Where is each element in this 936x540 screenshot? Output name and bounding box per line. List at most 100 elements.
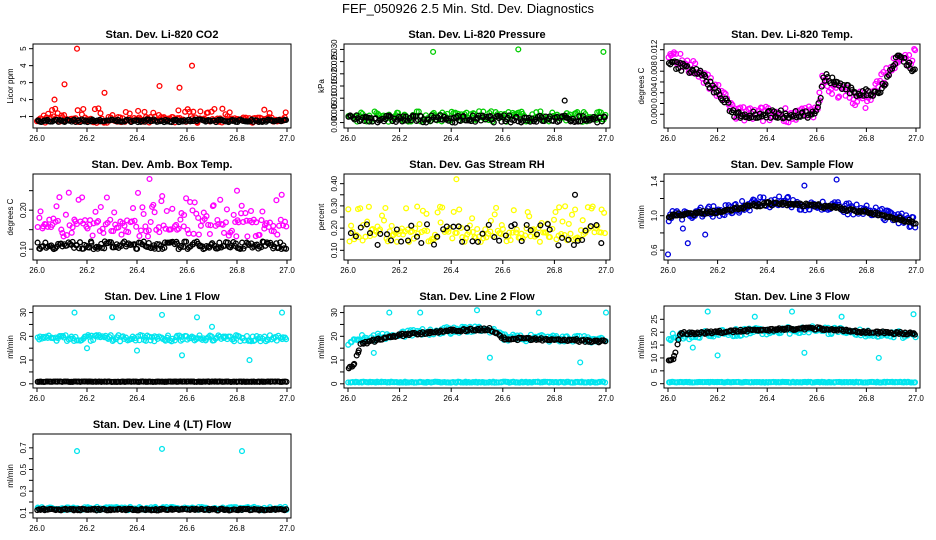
data-point [101, 89, 108, 96]
plot-frame [663, 173, 921, 261]
x-tick-label: 26.8 [229, 524, 245, 533]
x-tick-label: 26.8 [859, 394, 875, 403]
data-point [49, 221, 56, 228]
data-point [498, 118, 505, 125]
data-point [366, 230, 374, 237]
data-point [76, 239, 84, 246]
data-point [261, 106, 268, 113]
data-point [282, 109, 289, 116]
data-point [881, 82, 888, 89]
x-tick-label: 26.0 [340, 394, 356, 403]
data-point [134, 245, 141, 252]
x-tick-label: 27.0 [279, 394, 295, 403]
data-point [278, 309, 286, 316]
data-point [52, 105, 59, 112]
x-tick-label: 26.8 [229, 394, 245, 403]
data-point [244, 233, 251, 240]
data-point [195, 231, 202, 238]
data-point [892, 60, 899, 68]
data-point [600, 48, 607, 55]
x-tick-label: 26.6 [495, 134, 511, 143]
data-point [526, 213, 533, 220]
data-point [423, 221, 431, 228]
data-point [191, 506, 199, 513]
data-point [351, 360, 358, 367]
data-point [672, 349, 679, 356]
data-point [814, 104, 821, 111]
x-tick-label: 26.0 [660, 394, 676, 403]
data-point [533, 231, 541, 238]
chart-panel: Stan. Dev. Gas Stream RH percent 26.0 26.2 2… [317, 159, 614, 275]
y-tick-label: 0.20 [330, 220, 339, 236]
data-point [506, 229, 513, 236]
data-point [423, 210, 430, 217]
data-point [128, 241, 135, 248]
plot-frame [32, 173, 292, 261]
data-point [882, 81, 889, 88]
x-tick-label: 26.4 [129, 134, 145, 143]
data-point [712, 81, 719, 88]
data-point [264, 337, 271, 344]
x-tick-label: 26.4 [129, 524, 145, 533]
data-point [151, 209, 158, 216]
data-point [911, 379, 919, 386]
data-point [183, 195, 190, 202]
data-point [714, 352, 721, 359]
data-point [253, 219, 260, 226]
data-point [167, 226, 174, 233]
y-axis-label: ml/min [317, 335, 326, 359]
data-point [546, 226, 553, 233]
data-point [137, 227, 145, 234]
data-point [692, 60, 699, 67]
data-point [233, 187, 241, 194]
data-point [812, 201, 819, 208]
data-point [69, 238, 76, 245]
x-tick-label: 26.0 [660, 266, 676, 275]
data-point [434, 233, 441, 240]
data-point [133, 223, 140, 230]
data-point [544, 221, 551, 228]
data-point [446, 224, 453, 231]
y-axis-label: percent [317, 203, 326, 230]
data-point [421, 227, 428, 234]
data-point [270, 228, 277, 235]
data-point [685, 209, 692, 217]
data-point [128, 218, 135, 225]
chart-panel: Stan. Dev. Li-820 Pressure kPa 26.0 26.2 26.… [317, 29, 614, 143]
data-point [518, 238, 525, 245]
data-point [437, 219, 444, 226]
data-point [587, 223, 594, 230]
data-point [97, 203, 104, 211]
data-point [387, 237, 395, 244]
data-point [430, 48, 437, 55]
y-axis-label: ml/min [637, 335, 646, 359]
data-point [242, 210, 249, 217]
data-point [180, 223, 187, 230]
data-point [496, 237, 503, 244]
data-point [565, 236, 572, 243]
data-point [838, 313, 845, 320]
y-axis-label: degrees C [637, 67, 646, 104]
data-point [491, 211, 498, 218]
chart-title: Stan. Dev. Line 4 (LT) Flow [93, 419, 232, 431]
data-point [847, 379, 854, 386]
data-point [550, 216, 558, 223]
x-tick-label: 26.4 [443, 134, 459, 143]
data-point [715, 87, 722, 94]
data-point [183, 238, 190, 245]
data-point [189, 207, 196, 214]
data-point [499, 225, 506, 233]
data-point [513, 226, 520, 233]
data-point [386, 333, 393, 340]
data-point [598, 229, 605, 236]
data-point [36, 214, 43, 221]
data-point [62, 211, 69, 218]
data-point [864, 98, 871, 105]
data-point [259, 208, 266, 215]
data-point [702, 231, 709, 238]
data-point [418, 239, 425, 247]
data-point [222, 219, 229, 226]
data-point [80, 105, 87, 113]
data-point [885, 72, 892, 79]
data-point [862, 104, 869, 112]
